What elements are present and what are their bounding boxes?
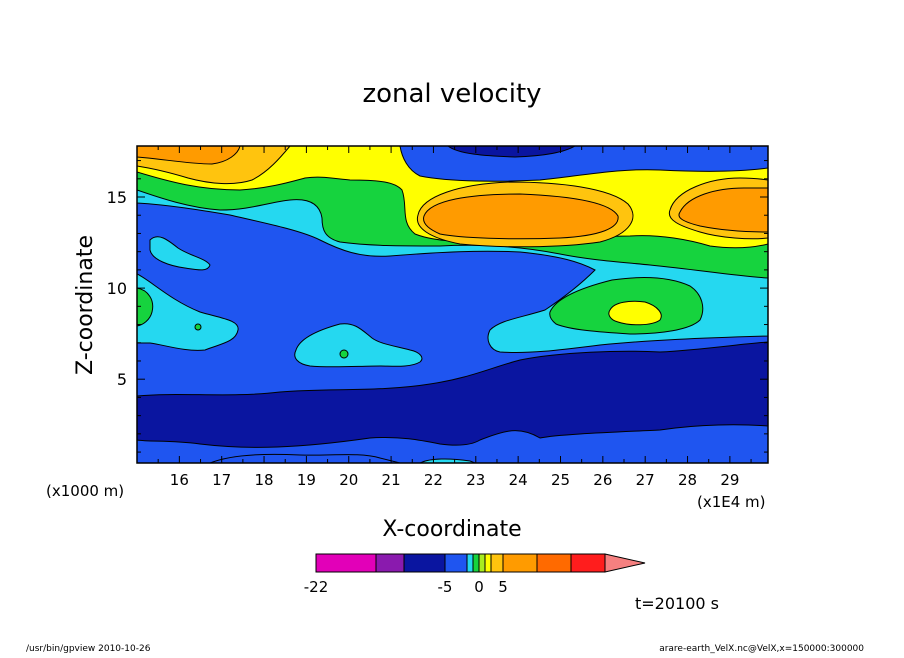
field-layer-darkblue-low (137, 341, 768, 448)
axis-ticks (137, 146, 768, 463)
x-tick-label: 16 (170, 471, 189, 489)
x-tick-label: 21 (382, 471, 401, 489)
y-tick-label: 5 (117, 370, 127, 389)
x-tick-label: 17 (212, 471, 231, 489)
colorbar-bin (478, 553, 486, 573)
x-tick-label: 19 (297, 471, 316, 489)
footer-left: /usr/bin/gpview 2010-10-26 (26, 644, 151, 654)
colorbar-bin (490, 553, 504, 573)
x-unit-left: (x1000 m) (46, 482, 124, 500)
colorbar-bin (466, 553, 474, 573)
colorbar-tick-label: 0 (474, 578, 484, 596)
colorbar-bin (315, 553, 377, 573)
colorbar-bin (570, 553, 606, 573)
colorbar (315, 553, 646, 573)
field-speck-1 (194, 323, 202, 331)
footer-right: arare-earth_VelX.nc@VelX,x=150000:300000 (659, 644, 864, 654)
x-tick-label: 28 (678, 471, 697, 489)
colorbar-tick-label: -5 (438, 578, 453, 596)
x-tick-label: 25 (551, 471, 570, 489)
x-tick-label: 18 (255, 471, 274, 489)
field-layer-darkblue-top (447, 146, 576, 158)
colorbar-tick-label: 5 (498, 578, 508, 596)
colorbar-bin (375, 553, 405, 573)
x-tick-label: 27 (636, 471, 655, 489)
field-layer-cyan-mid (137, 273, 239, 351)
y-axis-label: Z-coordinate (73, 235, 98, 375)
y-tick-label: 15 (107, 188, 127, 207)
x-axis-label: X-coordinate (382, 517, 521, 542)
x-tick-label: 20 (339, 471, 358, 489)
colorbar-bin (472, 553, 480, 573)
colorbar-arrow (604, 553, 646, 573)
field-layer-cyan-island (294, 323, 423, 368)
colorbar-labels: -22 -5 0 5 (304, 578, 508, 596)
field-layer-orange-left (137, 146, 241, 165)
x-tick-label: 24 (509, 471, 528, 489)
field-layer-cyan-patch (149, 236, 211, 271)
x-tick-label: 22 (424, 471, 443, 489)
y-tick-label: 10 (107, 279, 127, 298)
x-unit-right: (x1E4 m) (697, 493, 766, 511)
field-layer-orange-right (678, 187, 768, 233)
colorbar-bin (502, 553, 538, 573)
x-tick-label: 29 (720, 471, 739, 489)
plot-frame (136, 145, 769, 464)
x-tick-label: 26 (593, 471, 612, 489)
field-layer-yellow-right (608, 300, 662, 326)
field-layer-blue-bottom (209, 453, 401, 463)
colorbar-bin (444, 553, 468, 573)
colorbar-tick-label: -22 (304, 578, 329, 596)
axis-tick-labels: 16 17 18 19 20 21 22 23 24 25 26 27 28 29 5 10 15 (107, 188, 740, 489)
colorbar-bin (403, 553, 446, 573)
x-tick-label: 23 (466, 471, 485, 489)
colorbar-bin (536, 553, 572, 573)
field-speck-2 (339, 349, 349, 359)
field-layer-orange-center (423, 193, 619, 240)
chart-title: zonal velocity (362, 79, 541, 109)
contour-field (137, 146, 768, 463)
colorbar-bin (484, 553, 492, 573)
time-label: t=20100 s (635, 594, 719, 613)
